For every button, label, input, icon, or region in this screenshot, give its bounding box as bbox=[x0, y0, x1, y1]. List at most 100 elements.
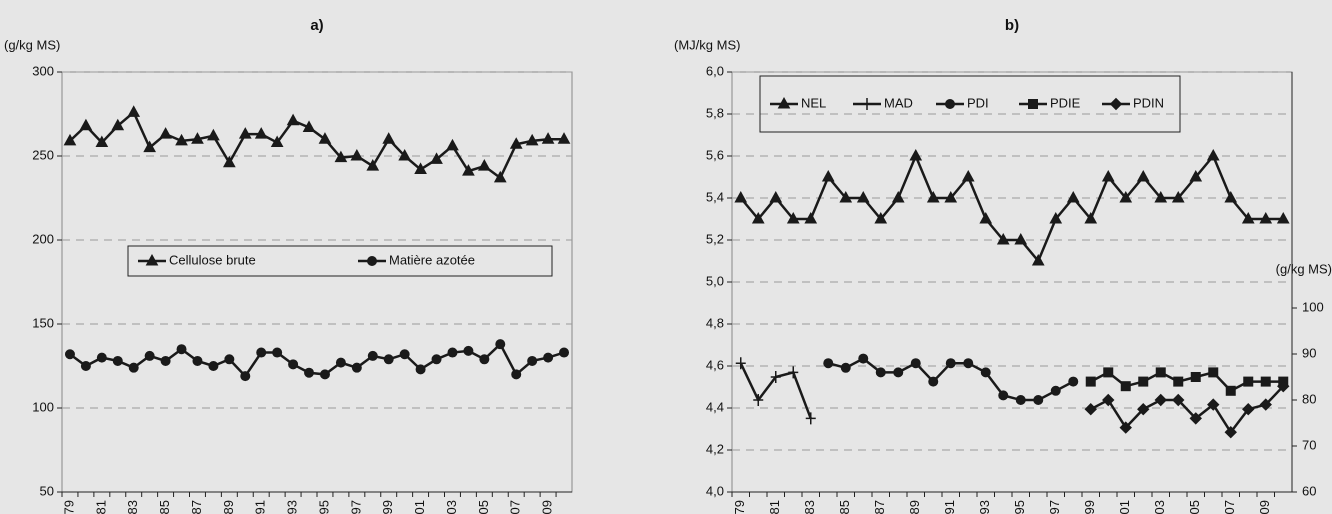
x-tick-label: 1995 bbox=[316, 500, 331, 514]
y-tick-label: 5,8 bbox=[706, 105, 724, 120]
point bbox=[95, 135, 109, 148]
legend-marker bbox=[862, 98, 872, 110]
series-line bbox=[69, 342, 565, 379]
x-tick-label: 2001 bbox=[412, 500, 427, 514]
point bbox=[1224, 190, 1238, 203]
y-tick-label: 6,0 bbox=[706, 63, 724, 78]
y-tick-label: 4,4 bbox=[706, 399, 724, 414]
x-tick-label: 1991 bbox=[253, 500, 268, 514]
point bbox=[1154, 190, 1168, 203]
legend-marker bbox=[145, 253, 159, 266]
point bbox=[821, 169, 835, 182]
legend-label: Matière azotée bbox=[389, 252, 475, 267]
point bbox=[961, 169, 975, 182]
point bbox=[463, 345, 474, 356]
y-tick-label: 150 bbox=[32, 315, 54, 330]
y2-tick-label: 60 bbox=[1302, 483, 1316, 498]
point bbox=[734, 190, 748, 203]
point bbox=[127, 105, 141, 117]
x-tick-label: 1983 bbox=[125, 500, 140, 514]
point bbox=[288, 359, 299, 370]
point bbox=[272, 347, 283, 358]
point bbox=[431, 354, 442, 365]
point bbox=[1119, 421, 1132, 434]
point bbox=[559, 347, 570, 358]
series-line bbox=[739, 152, 1284, 264]
x-tick-label: 1987 bbox=[872, 500, 887, 514]
point bbox=[979, 211, 993, 224]
point bbox=[1085, 376, 1096, 387]
point bbox=[208, 361, 219, 371]
point bbox=[415, 364, 426, 375]
y-tick-label: 250 bbox=[32, 147, 54, 162]
x-tick-label: 1993 bbox=[977, 500, 992, 514]
point bbox=[840, 362, 851, 373]
chart-title: a) bbox=[310, 17, 323, 34]
legend-marker bbox=[367, 256, 377, 266]
point bbox=[304, 367, 315, 378]
point bbox=[240, 371, 251, 382]
point bbox=[525, 133, 539, 146]
point bbox=[557, 132, 571, 144]
point bbox=[430, 152, 443, 164]
point bbox=[176, 344, 187, 355]
point bbox=[1259, 211, 1273, 224]
x-tick-label: 1991 bbox=[942, 500, 957, 514]
y-tick-label: 50 bbox=[40, 483, 54, 498]
x-tick-label: 1993 bbox=[285, 500, 300, 514]
point bbox=[128, 362, 139, 373]
point bbox=[398, 148, 412, 161]
point bbox=[1138, 376, 1149, 387]
point bbox=[1189, 169, 1203, 182]
x-tick-label: 1983 bbox=[802, 500, 817, 514]
legend-label: PDIN bbox=[1133, 95, 1164, 110]
point bbox=[1137, 402, 1150, 416]
x-tick-label: 1999 bbox=[1082, 500, 1097, 514]
x-tick-label: 1981 bbox=[93, 500, 108, 514]
point bbox=[493, 170, 507, 183]
y2-tick-label: 70 bbox=[1302, 437, 1316, 452]
point bbox=[462, 164, 475, 176]
series-line bbox=[69, 110, 565, 180]
point bbox=[302, 120, 316, 132]
point bbox=[1224, 425, 1237, 439]
x-tick-label: 1997 bbox=[1047, 500, 1062, 514]
point bbox=[96, 352, 107, 363]
point bbox=[224, 354, 235, 365]
point bbox=[786, 211, 800, 224]
point bbox=[318, 132, 332, 144]
point bbox=[893, 367, 904, 378]
x-tick-label: 2003 bbox=[1152, 500, 1167, 514]
point bbox=[770, 370, 781, 383]
legend-label: Cellulose brute bbox=[169, 252, 256, 267]
y-tick-label: 5,2 bbox=[706, 231, 724, 246]
point bbox=[1102, 393, 1115, 407]
x-tick-label: 2007 bbox=[508, 500, 523, 514]
plot-area bbox=[61, 71, 573, 493]
point bbox=[511, 369, 522, 380]
point bbox=[334, 150, 348, 163]
point bbox=[350, 148, 364, 161]
y-axis-label: (g/kg MS) bbox=[4, 37, 60, 52]
point bbox=[159, 127, 172, 139]
point bbox=[399, 349, 410, 360]
point bbox=[874, 211, 888, 224]
point bbox=[447, 347, 458, 358]
point bbox=[446, 138, 459, 151]
y2-axis-label: (g/kg MS) bbox=[1276, 261, 1332, 276]
point bbox=[1206, 148, 1220, 161]
point bbox=[256, 347, 267, 358]
point bbox=[1243, 376, 1254, 387]
point bbox=[823, 358, 834, 369]
point bbox=[527, 355, 538, 366]
point bbox=[751, 211, 765, 224]
point bbox=[1050, 385, 1061, 396]
point bbox=[191, 132, 204, 144]
point bbox=[1277, 379, 1290, 393]
point bbox=[1033, 394, 1044, 405]
y-tick-label: 4,2 bbox=[706, 441, 724, 456]
y-tick-label: 5,4 bbox=[706, 189, 724, 204]
point bbox=[367, 350, 378, 361]
point bbox=[1119, 190, 1133, 203]
